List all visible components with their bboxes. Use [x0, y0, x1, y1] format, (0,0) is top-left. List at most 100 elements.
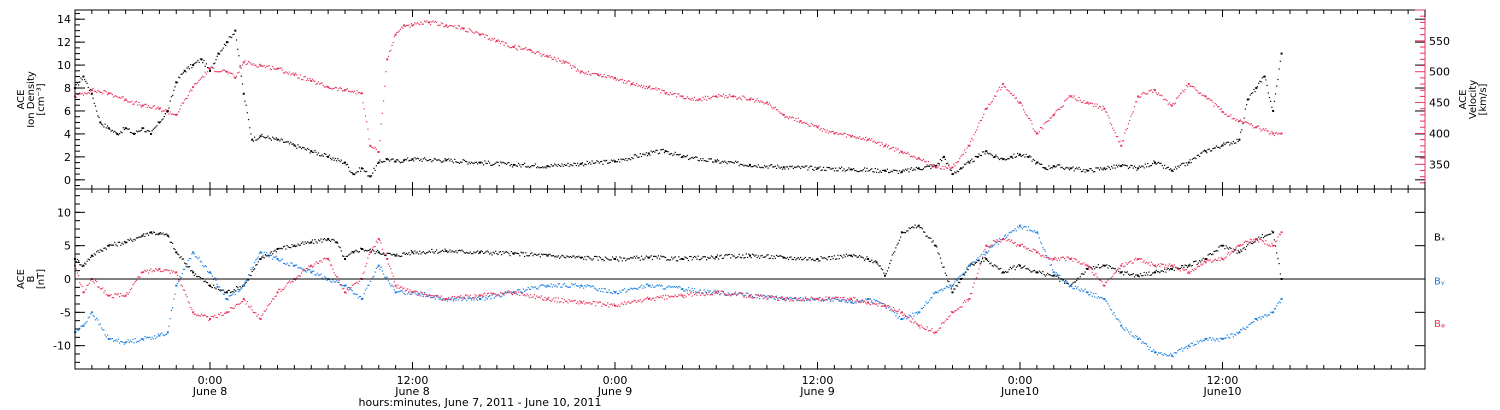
trace-dot: [110, 294, 112, 296]
trace-dot: [543, 284, 545, 286]
trace-dot: [844, 301, 846, 303]
trace-dot: [420, 158, 422, 160]
trace-dot: [590, 74, 592, 76]
trace-dot: [713, 95, 715, 97]
trace-dot: [697, 255, 699, 257]
trace-dot: [140, 106, 142, 108]
trace-dot: [702, 292, 704, 294]
trace-dot: [456, 297, 458, 299]
trace-dot: [303, 268, 305, 271]
trace-dot: [890, 147, 892, 149]
trace-dot: [616, 305, 619, 307]
trace-dot: [392, 158, 394, 160]
trace-dot: [910, 316, 913, 318]
trace-dot: [1237, 140, 1239, 142]
trace-dot: [1048, 165, 1050, 167]
trace-dot: [157, 106, 159, 108]
trace-dot: [439, 251, 441, 253]
trace-dot: [1108, 117, 1110, 119]
trace-dot: [179, 108, 181, 110]
trace-dot: [1156, 162, 1159, 164]
trace-dot: [206, 66, 209, 69]
trace-dot: [1162, 99, 1165, 101]
trace-dot: [627, 288, 629, 291]
trace-dot: [135, 341, 138, 343]
trace-dot: [414, 290, 416, 292]
trace-dot: [1072, 260, 1074, 262]
trace-dot: [942, 266, 944, 268]
trace-dot: [317, 262, 320, 265]
trace-dot: [381, 248, 383, 250]
trace-dot: [1213, 259, 1215, 261]
trace-dot: [455, 297, 457, 299]
trace-dot: [1021, 243, 1024, 246]
trace-dot: [1159, 94, 1161, 96]
trace-dot: [948, 316, 950, 318]
trace-dot: [167, 111, 169, 113]
trace-dot: [138, 236, 140, 238]
trace-dot: [278, 288, 280, 290]
trace-dot: [658, 284, 661, 286]
data-point: [1280, 132, 1283, 135]
trace-dot: [667, 151, 669, 153]
trace-dot: [90, 256, 92, 259]
trace-dot: [902, 169, 904, 171]
trace-dot: [995, 154, 997, 156]
trace-dot: [1059, 274, 1061, 277]
data-point: [495, 39, 498, 42]
trace-dot: [608, 289, 610, 291]
trace-dot: [1132, 335, 1134, 337]
data-point: [951, 284, 954, 287]
trace-dot: [399, 162, 402, 164]
trace-dot: [505, 251, 508, 253]
data-point: [1044, 167, 1047, 170]
trace-dot: [404, 290, 406, 292]
trace-dot: [595, 288, 597, 290]
trace-dot: [761, 166, 763, 168]
trace-dot: [1067, 256, 1069, 258]
trace-dot: [538, 253, 540, 255]
trace-dot: [491, 254, 493, 256]
trace-dot: [99, 288, 101, 290]
data-point: [192, 64, 195, 67]
trace-dot: [273, 68, 275, 70]
trace-dot: [438, 298, 440, 300]
trace-dot: [390, 49, 392, 52]
trace-dot: [790, 296, 792, 298]
trace-dot: [909, 228, 911, 230]
trace-dot: [472, 297, 474, 299]
trace-dot: [824, 169, 826, 171]
data-point: [158, 268, 161, 270]
trace-dot: [380, 123, 382, 125]
trace-dot: [1065, 167, 1067, 169]
data-point: [192, 86, 195, 89]
trace-dot: [174, 293, 176, 295]
trace-dot: [919, 327, 921, 329]
trace-dot: [1246, 326, 1248, 328]
trace-dot: [1172, 170, 1174, 172]
trace-dot: [762, 256, 764, 259]
trace-dot: [258, 63, 261, 65]
trace-dot: [1095, 292, 1097, 295]
trace-dot: [932, 165, 934, 168]
trace-dot: [748, 98, 750, 101]
trace-dot: [451, 160, 453, 162]
trace-dot: [642, 87, 644, 89]
trace-dot: [316, 262, 318, 264]
trace-dot: [168, 325, 170, 327]
trace-dot: [774, 298, 776, 300]
trace-dot: [159, 270, 162, 272]
trace-dot: [571, 256, 573, 259]
trace-dot: [949, 167, 951, 169]
trace-dot: [948, 165, 950, 167]
trace-dot: [527, 165, 529, 167]
trace-dot: [836, 296, 838, 298]
trace-dot: [561, 163, 563, 165]
trace-dot: [1065, 99, 1067, 101]
trace-dot: [787, 168, 790, 170]
trace-dot: [966, 147, 968, 149]
trace-dot: [685, 257, 687, 259]
trace-dot: [801, 259, 803, 261]
trace-dot: [1115, 270, 1118, 272]
trace-dot: [470, 161, 473, 163]
